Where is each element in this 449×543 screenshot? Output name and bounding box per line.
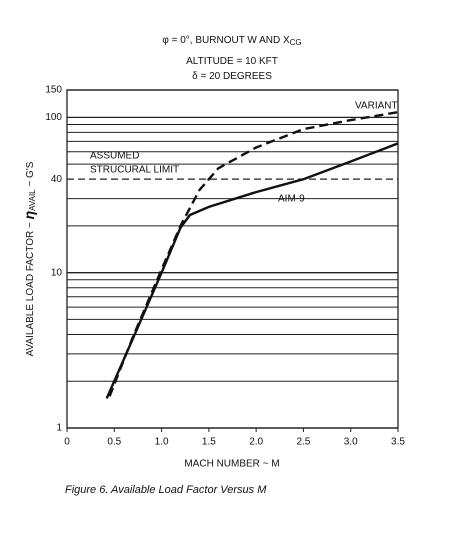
x-tick-label: 0: [64, 437, 70, 448]
y-axis-label: AVAILABLE LOAD FACTOR ~ ηAVAIL ~ G'S: [21, 161, 37, 356]
series-label: VARIANT: [355, 101, 398, 112]
x-tick-label: 2.0: [249, 437, 263, 448]
x-tick-label: 3.0: [344, 437, 358, 448]
title-part: CG: [290, 38, 302, 47]
y-label-part: AVAILABLE LOAD FACTOR ~: [25, 219, 36, 356]
title-part: δ = 20 DEGREES: [192, 71, 272, 82]
y-tick-label: 100: [45, 112, 62, 123]
annotation: STRUCURAL LIMIT: [90, 165, 179, 176]
y-tick-label: 40: [51, 174, 63, 185]
title-part: ALTITUDE = 10 KFT: [186, 56, 278, 67]
y-label-part: η: [21, 211, 37, 220]
series-line: [108, 111, 399, 397]
x-tick-label: 0.5: [107, 437, 121, 448]
series-label: AIM-9: [278, 194, 305, 205]
y-tick-label: 10: [51, 267, 63, 278]
x-axis-label: MACH NUMBER ~ M: [184, 459, 279, 470]
series-line: [105, 142, 399, 399]
x-tick-label: 2.5: [296, 437, 310, 448]
x-tick-label: 1.5: [202, 437, 216, 448]
y-tick-label: 150: [45, 85, 62, 96]
y-label-part: AVAIL: [28, 189, 37, 211]
chart-title: φ = 0°, BURNOUT W AND XCG: [162, 35, 301, 47]
chart-title: δ = 20 DEGREES: [192, 71, 272, 82]
x-tick-label: 3.5: [391, 437, 405, 448]
y-tick-label: 1: [56, 423, 62, 434]
plot-frame: [66, 89, 399, 429]
y-label-part: ~ G'S: [25, 161, 36, 189]
annotation: ASSUMED: [90, 151, 139, 162]
title-part: φ = 0°, BURNOUT W AND X: [162, 35, 290, 46]
caption: Figure 6. Available Load Factor Versus M: [65, 484, 267, 496]
x-tick-label: 1.0: [155, 437, 169, 448]
chart-title: ALTITUDE = 10 KFT: [186, 56, 278, 67]
